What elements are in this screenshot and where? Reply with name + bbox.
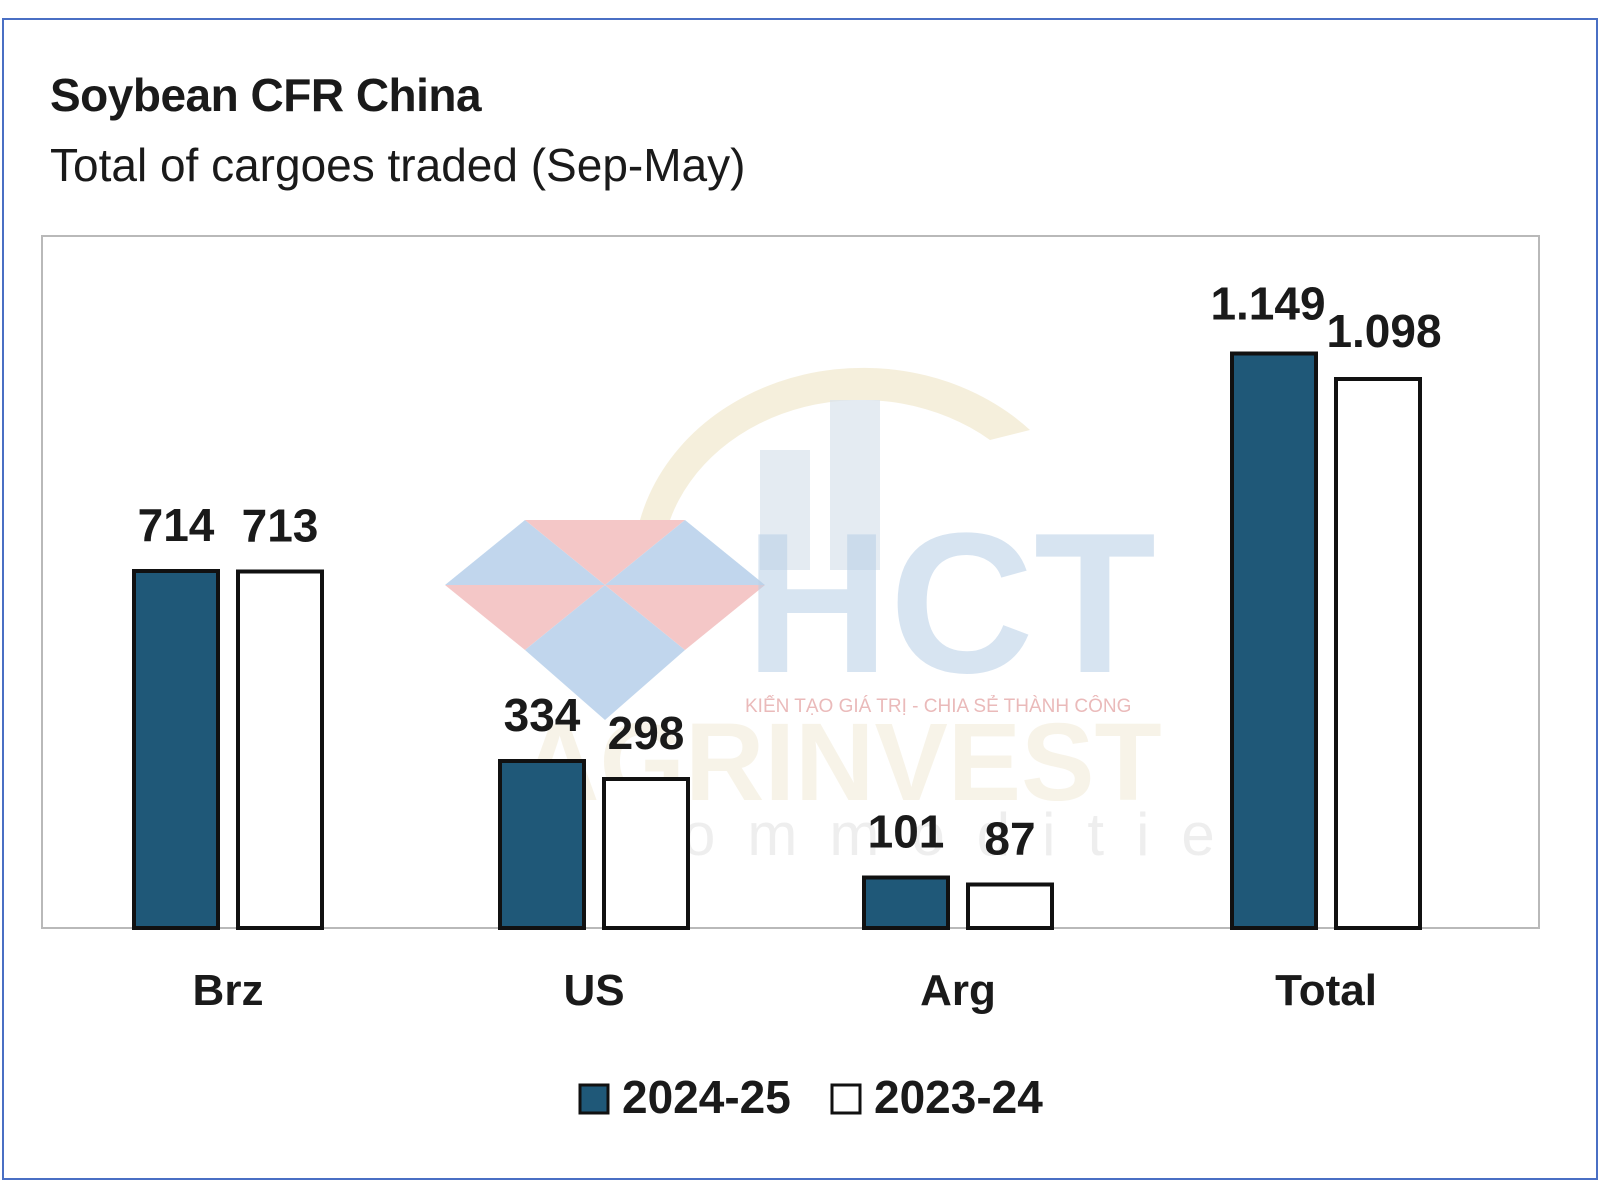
plot-area [41, 235, 1540, 929]
bars-group [132, 351, 1422, 930]
value-label-arg-2024-25: 101 [868, 806, 945, 858]
legend: 2024-25 2023-24 [578, 1071, 1043, 1123]
value-label-arg-2023-24: 87 [984, 813, 1035, 865]
bar-arg-2024-25 [862, 875, 950, 930]
value-label-total-2023-24: 1.098 [1326, 305, 1441, 357]
agrinvest-bar-icon [760, 450, 810, 570]
watermark-tagline: KIẾN TẠO GIÁ TRỊ - CHIA SẺ THÀNH CÔNG [745, 695, 1131, 717]
watermark-brand-sub: commodities [620, 801, 1309, 868]
category-label-total: Total [1275, 966, 1377, 1015]
watermark: HCT KIẾN TẠO GIÁ TRỊ - CHIA SẺ THÀNH CÔN… [445, 367, 1309, 868]
hct-diamond-icon [445, 520, 765, 720]
category-labels-group: Brz US Arg Total [193, 966, 1377, 1015]
bar-total-2023-24 [1334, 377, 1422, 930]
agrinvest-arc-icon [640, 367, 1030, 520]
chart-subtitle: Total of cargoes traded (Sep-May) [50, 139, 746, 191]
chart-title: Soybean CFR China [50, 69, 482, 121]
value-label-us-2024-25: 334 [504, 689, 581, 741]
bar-total-2024-25 [1230, 351, 1318, 930]
value-label-us-2023-24: 298 [608, 707, 685, 759]
legend-swatch-2024-25 [578, 1083, 610, 1115]
agrinvest-bar-icon [830, 400, 880, 570]
bar-us-2024-25 [498, 759, 586, 930]
category-label-brz: Brz [193, 966, 264, 1015]
legend-label-2023-24: 2023-24 [874, 1071, 1043, 1123]
value-label-brz-2024-25: 714 [138, 499, 215, 551]
value-label-total-2024-25: 1.149 [1210, 278, 1325, 330]
value-label-brz-2023-24: 713 [242, 500, 319, 552]
bar-us-2023-24 [602, 777, 690, 930]
legend-swatch-2023-24 [830, 1083, 862, 1115]
bar-brz-2024-25 [132, 569, 220, 930]
category-label-arg: Arg [920, 966, 996, 1015]
legend-label-2024-25: 2024-25 [622, 1071, 791, 1123]
bar-arg-2023-24 [966, 882, 1054, 930]
category-label-us: US [563, 966, 624, 1015]
watermark-logo-text: HCT [745, 492, 1156, 715]
bar-brz-2023-24 [236, 569, 324, 930]
